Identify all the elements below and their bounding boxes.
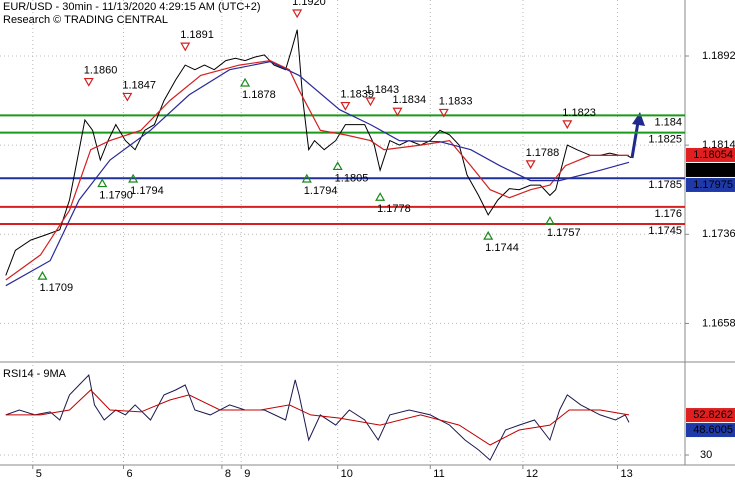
y-tick-label: 1.1892 (702, 50, 735, 62)
pivot-label: 1.1847 (122, 79, 156, 91)
pivot-label: 1.1788 (526, 147, 560, 159)
pivot-high (525, 160, 536, 170)
pivot-label: 1.1744 (485, 242, 519, 254)
price-tag (686, 177, 735, 192)
pivot-low (332, 161, 343, 171)
x-tick-label: 10 (341, 468, 353, 480)
pivot-high (83, 77, 94, 87)
level-label: 1.1745 (648, 225, 682, 237)
x-tick-label: 9 (244, 468, 250, 480)
pivot-label: 1.1843 (365, 84, 399, 96)
chart-title: EUR/USD - 30min - 11/13/2020 4:29:15 AM … (3, 1, 261, 13)
moving-average (5, 59, 629, 281)
price-tag (686, 162, 735, 177)
pivot-label: 1.1860 (84, 64, 118, 76)
pivot-low (544, 216, 555, 225)
pivot-high (340, 101, 351, 111)
pivot-high (562, 120, 573, 130)
x-tick-label: 11 (433, 468, 444, 480)
pivot-label: 1.1805 (335, 172, 369, 184)
pivot-label: 1.1834 (392, 94, 426, 106)
x-tick-label: 12 (526, 468, 538, 480)
pivot-low (97, 178, 108, 188)
forecast-arrowhead (632, 112, 645, 126)
level-label: 1.184 (654, 116, 682, 128)
pivot-low (37, 270, 48, 280)
pivot-label: 1.1891 (180, 29, 214, 41)
moving-average (5, 61, 630, 287)
forecast-arrow (630, 121, 640, 159)
pivot-label: 1.1920 (292, 0, 326, 8)
pivot-label: 1.1709 (39, 282, 73, 294)
pivot-low (483, 230, 494, 240)
pivot-high (365, 97, 376, 107)
pivot-low (128, 173, 139, 183)
pivot-low (240, 77, 251, 87)
pivot-label: 1.1794 (130, 185, 164, 197)
price-tag-label: 48.6005 (693, 424, 733, 436)
x-tick-label: 13 (620, 468, 632, 480)
pivot-high (392, 107, 403, 117)
pivot-label: 1.1794 (304, 185, 338, 197)
pivot-high (292, 9, 303, 19)
pivot-high (122, 92, 133, 102)
x-tick-label: 5 (36, 468, 42, 480)
level-label: 1.1785 (648, 179, 682, 191)
y-tick-label: 1.1658 (702, 317, 735, 329)
rsi-tick-label: 30 (700, 449, 712, 461)
pivot-label: 1.1833 (439, 95, 473, 107)
price-tag-label: 1.18023 (693, 164, 733, 176)
pivot-label: 1.1790 (99, 189, 133, 201)
price-tag (686, 408, 735, 423)
pivot-label: 1.1757 (547, 227, 581, 239)
chart-subtitle: Research © TRADING CENTRAL (3, 14, 168, 26)
y-tick-label: 1.1736 (702, 228, 735, 240)
x-tick-label: 6 (126, 468, 132, 480)
price-line (5, 29, 632, 276)
pivot-low (301, 173, 312, 183)
x-tick-label: 8 (225, 468, 231, 480)
pivot-low (375, 192, 386, 201)
price-tag (686, 423, 735, 438)
pivot-label: 1.1878 (242, 89, 276, 101)
level-label: 1.176 (654, 208, 682, 220)
price-tag-label: 1.18054 (693, 149, 733, 161)
rsi-ma (5, 389, 630, 446)
rsi-title: RSI14 - 9MA (3, 368, 67, 380)
rsi-line (5, 373, 630, 461)
pivot-high (180, 42, 191, 52)
pivot-high (438, 108, 449, 118)
level-label: 1.1825 (648, 133, 682, 145)
pivot-label: 1.1823 (562, 107, 596, 119)
price-tag (686, 147, 735, 162)
price-tag-label: 1.17975 (693, 179, 733, 191)
price-tag-label: 52.8262 (693, 409, 733, 421)
pivot-label: 1.1778 (377, 203, 411, 215)
